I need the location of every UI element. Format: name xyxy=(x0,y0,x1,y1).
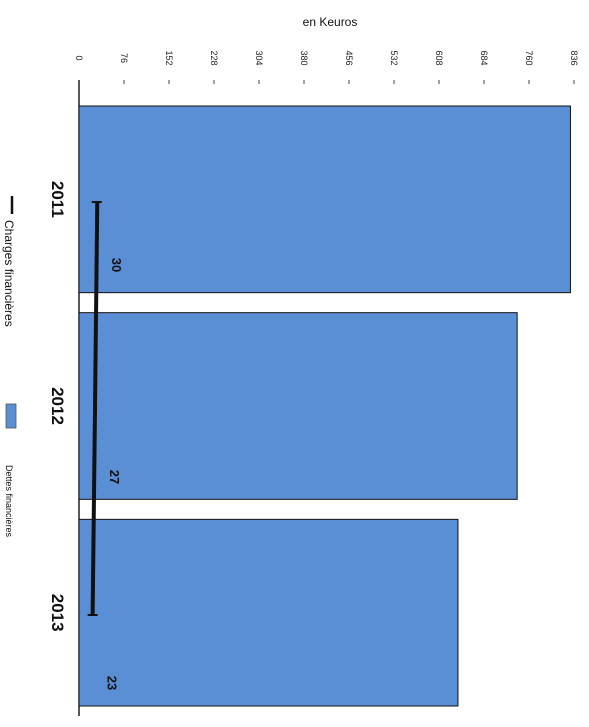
legend-bar-swatch xyxy=(5,403,17,429)
line-data-label-2012: 27 xyxy=(107,470,122,484)
value-axis-tick-label: 0 xyxy=(74,55,84,60)
category-label-2012: 2012 xyxy=(48,387,67,425)
legend-label-charges-financieres: Charges financières xyxy=(2,220,16,327)
value-axis-tick-label: 76 xyxy=(119,53,129,63)
value-axis-tick-label: 152 xyxy=(164,50,174,65)
value-axis-tick-label: 304 xyxy=(254,50,264,65)
value-axis-tick-label: 380 xyxy=(299,50,309,65)
value-axis-tick-label: 608 xyxy=(434,50,444,65)
category-label-2013: 2013 xyxy=(48,594,67,632)
labels-layer: 0 76 152 228 304 380 456 532 608 684 760 836 en Keur… xyxy=(48,15,579,690)
bar-2011 xyxy=(78,105,571,294)
line-data-label-2011: 30 xyxy=(109,258,124,272)
line-data-label-2013: 23 xyxy=(105,676,120,690)
legend-label-dettes-financieres: Dettes financières xyxy=(4,465,14,538)
value-axis-tick-label: 456 xyxy=(344,50,354,65)
line-layer xyxy=(87,201,102,616)
value-axis-unit-label: en Keuros xyxy=(303,15,358,29)
value-axis-tick-label: 760 xyxy=(524,50,534,65)
value-axis-tick-label: 836 xyxy=(569,50,579,65)
line-series-charges-financieres xyxy=(90,201,100,616)
value-axis-tick-label: 228 xyxy=(209,50,219,65)
value-axis-tick-label: 532 xyxy=(389,50,399,65)
value-axis-tick-label: 684 xyxy=(479,50,489,65)
bar-2012 xyxy=(78,312,518,500)
bar-2013 xyxy=(78,518,459,707)
category-label-2011: 2011 xyxy=(48,181,67,218)
bars-layer xyxy=(78,105,571,707)
legend-layer: Charges financières Dettes financières xyxy=(2,196,17,538)
